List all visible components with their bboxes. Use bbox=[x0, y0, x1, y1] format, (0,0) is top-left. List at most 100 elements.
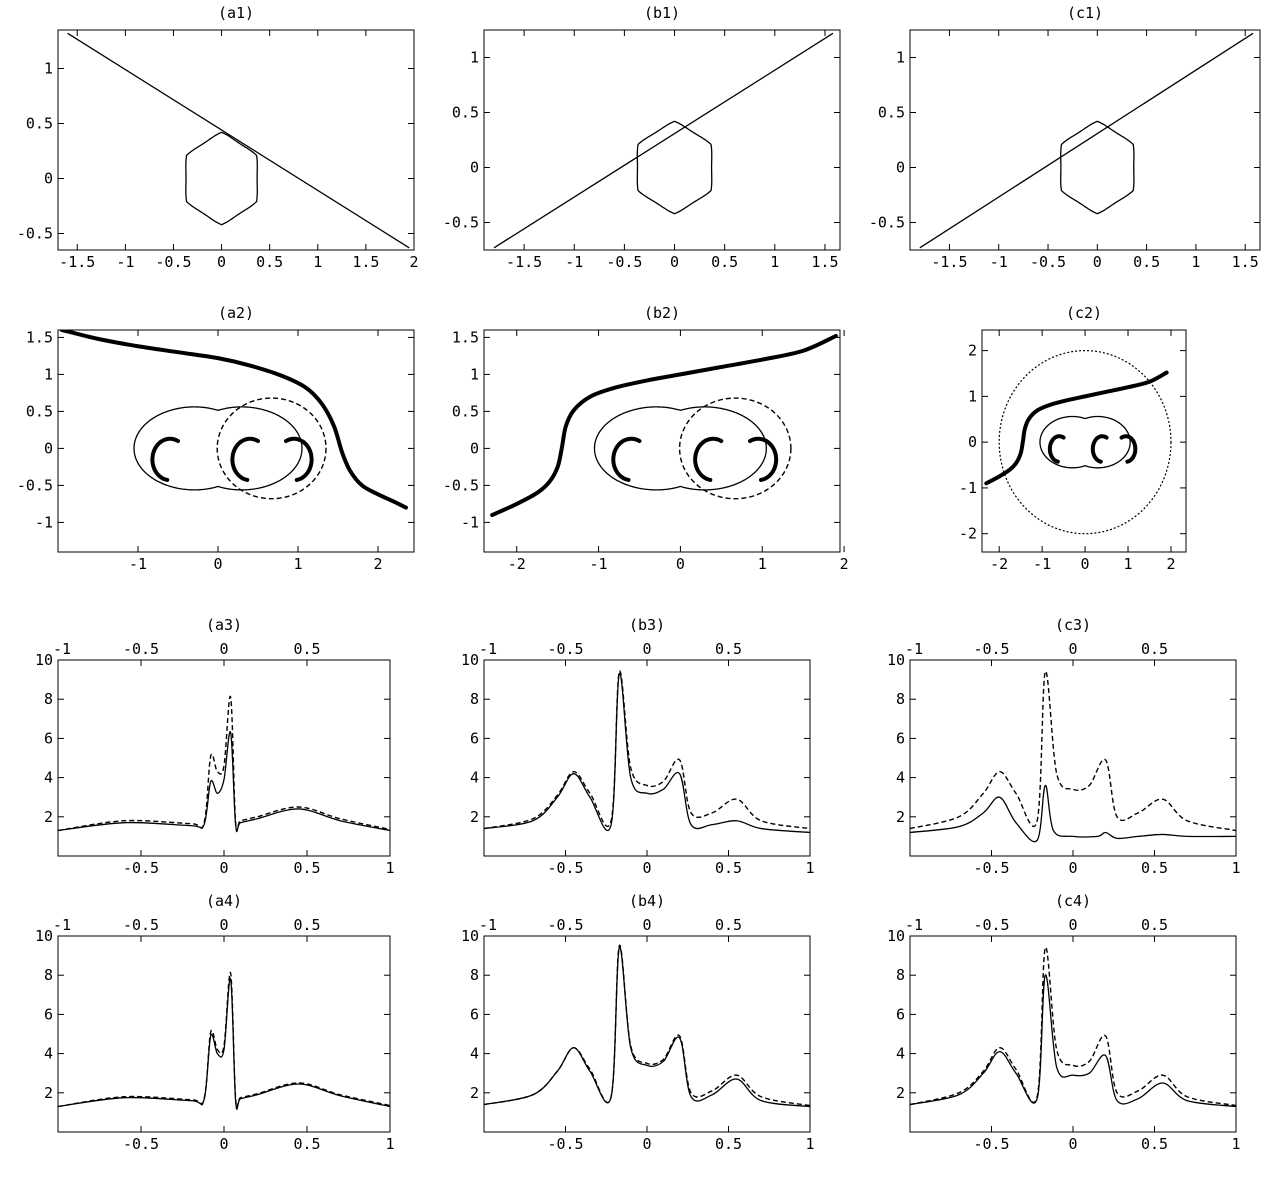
y-tick-label: 2 bbox=[896, 1084, 905, 1102]
critical-curve bbox=[593, 406, 767, 491]
image-arc bbox=[1119, 434, 1138, 464]
panel-c3: (c3) -0.5 0 0.5 1 -1 -0.5 0 0.5 2 4 6 8 10 bbox=[887, 616, 1241, 877]
panel-b4: (b4) -0.5 0 0.5 1 -1 -0.5 0 0.5 2 4 6 8 10 bbox=[461, 892, 815, 1153]
source-trajectory bbox=[493, 32, 834, 249]
einstein-ring-circle bbox=[998, 349, 1172, 535]
y-tick-label: 4 bbox=[896, 769, 905, 787]
x-tick-label: -1 bbox=[565, 253, 583, 271]
source-trajectory bbox=[919, 32, 1254, 249]
x-top-tick-label: -0.5 bbox=[973, 916, 1009, 934]
x-tick-label: -1 bbox=[590, 555, 608, 573]
image-track bbox=[984, 370, 1169, 486]
panel-title: (b1) bbox=[644, 4, 680, 22]
panel-b3: (b3) -0.5 0 0.5 1 -1 -0.5 0 0.5 2 4 6 8 10 bbox=[461, 616, 815, 877]
x-tick-label: 1 bbox=[1124, 555, 1133, 573]
x-tick-label: 2 bbox=[409, 253, 418, 271]
panel-title: (c4) bbox=[1055, 892, 1091, 910]
panel-c2: (c2) -2 -1 0 1 2 -2 -1 0 1 2 bbox=[959, 304, 1187, 573]
y-tick-label: 4 bbox=[44, 769, 53, 787]
x-top-tick-label: 0.5 bbox=[293, 916, 320, 934]
x-tick-label: 0 bbox=[1068, 859, 1077, 877]
y-tick-label: 1 bbox=[44, 60, 53, 78]
y-tick-label: 2 bbox=[968, 342, 977, 360]
x-tick-label: 2 bbox=[840, 555, 849, 573]
dashed-series-line bbox=[910, 671, 1236, 832]
x-tick-label: -0.5 bbox=[155, 253, 191, 271]
x-top-tick-label: -0.5 bbox=[123, 640, 159, 658]
x-tick-label: 0 bbox=[1068, 1135, 1077, 1153]
y-tick-label: 1 bbox=[470, 49, 479, 67]
panel-a4: (a4) -0.5 0 0.5 1 -1 -0.5 0 0.5 2 4 6 8 10 bbox=[35, 892, 395, 1153]
y-tick-label: 1 bbox=[44, 365, 53, 383]
y-tick-label: 6 bbox=[896, 1005, 905, 1023]
panel-title: (a3) bbox=[206, 616, 242, 634]
x-top-tick-label: -0.5 bbox=[547, 916, 583, 934]
x-tick-label: 0.5 bbox=[256, 253, 283, 271]
panel-a3: (a3) -0.5 0 0.5 1 -1 -0.5 0 0.5 2 4 6 8 10 bbox=[35, 616, 395, 877]
x-tick-label: -1 bbox=[116, 253, 134, 271]
y-tick-label: 6 bbox=[470, 729, 479, 747]
y-tick-label: 10 bbox=[461, 651, 479, 669]
x-tick-label: 1 bbox=[1191, 253, 1200, 271]
x-tick-label: 0.5 bbox=[715, 859, 742, 877]
plot-area bbox=[67, 32, 410, 249]
y-tick-label: -0.5 bbox=[443, 214, 479, 232]
panel-a1: (a1) -1.5 -1 -0.5 0 0.5 1 1.5 2 -0.5 0 0.5 1 bbox=[17, 4, 419, 271]
y-tick-label: 10 bbox=[35, 651, 53, 669]
x-tick-label: 1.5 bbox=[811, 253, 838, 271]
x-tick-label: -1 bbox=[1033, 555, 1051, 573]
y-tick-label: 8 bbox=[470, 690, 479, 708]
plot-frame bbox=[981, 329, 1187, 553]
y-tick-label: -0.5 bbox=[869, 214, 905, 232]
x-tick-label: 0 bbox=[1093, 253, 1102, 271]
y-tick-label: 0.5 bbox=[26, 115, 53, 133]
dashed-series-line bbox=[910, 947, 1236, 1107]
solid-series-line bbox=[910, 974, 1236, 1108]
x-top-tick-label: -1 bbox=[905, 640, 923, 658]
image-arc bbox=[230, 436, 260, 482]
x-tick-label: 0.5 bbox=[293, 1135, 320, 1153]
y-tick-label: 2 bbox=[470, 1084, 479, 1102]
caustic-curve bbox=[185, 131, 258, 226]
y-tick-label: 1 bbox=[896, 49, 905, 67]
y-tick-label: 4 bbox=[44, 1045, 53, 1063]
plot-frame bbox=[57, 935, 391, 1133]
solid-series-line bbox=[484, 947, 810, 1108]
panel-title: (b4) bbox=[629, 892, 665, 910]
x-top-tick-label: -0.5 bbox=[973, 640, 1009, 658]
image-arc bbox=[693, 436, 724, 482]
dashed-series-line bbox=[484, 945, 810, 1107]
x-tick-label: -0.5 bbox=[606, 253, 642, 271]
y-tick-label: -0.5 bbox=[443, 476, 479, 494]
x-top-tick-label: 0 bbox=[642, 640, 651, 658]
x-top-tick-label: 0 bbox=[219, 640, 228, 658]
x-tick-label: -0.5 bbox=[547, 1135, 583, 1153]
x-tick-label: -0.5 bbox=[123, 1135, 159, 1153]
y-tick-label: 1.5 bbox=[452, 328, 479, 346]
critical-curve bbox=[133, 406, 303, 491]
x-tick-label: 0 bbox=[219, 1135, 228, 1153]
plot-frame bbox=[57, 29, 415, 251]
x-top-tick-label: -1 bbox=[479, 640, 497, 658]
source-trajectory bbox=[67, 32, 410, 249]
plot-area bbox=[58, 972, 390, 1110]
plot-area bbox=[484, 945, 810, 1108]
x-top-tick-label: -1 bbox=[53, 916, 71, 934]
x-tick-label: 0.5 bbox=[1141, 859, 1168, 877]
y-tick-label: 8 bbox=[896, 966, 905, 984]
y-tick-label: 0 bbox=[44, 170, 53, 188]
image-track bbox=[60, 330, 408, 510]
x-tick-label: -1.5 bbox=[59, 253, 95, 271]
caustic-curve bbox=[1060, 120, 1135, 215]
x-tick-label: 1 bbox=[385, 1135, 394, 1153]
x-tick-label: 1 bbox=[293, 555, 302, 573]
x-tick-label: 2 bbox=[373, 555, 382, 573]
y-tick-label: 0.5 bbox=[452, 402, 479, 420]
image-arc bbox=[747, 436, 779, 482]
y-tick-label: 10 bbox=[461, 927, 479, 945]
x-tick-label: 0.5 bbox=[1141, 1135, 1168, 1153]
x-top-tick-label: -0.5 bbox=[547, 640, 583, 658]
x-tick-label: 2 bbox=[1166, 555, 1175, 573]
image-track bbox=[490, 333, 838, 517]
x-tick-label: -1 bbox=[129, 555, 147, 573]
